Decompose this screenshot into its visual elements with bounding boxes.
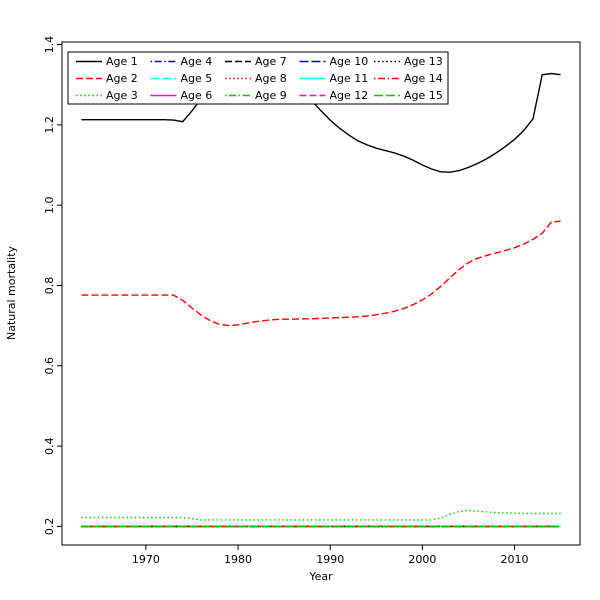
- legend: Age 1 Age 2 Age 3 Age 4 Age 5 Age 6 Age 7 Age 8…: [67, 51, 449, 105]
- x-tick-label: 1970: [132, 553, 160, 566]
- plot-border: [61, 41, 581, 546]
- series-line-age-3: [81, 509, 561, 521]
- y-tick-label: 0.4: [43, 437, 56, 455]
- series-line-age-1: [81, 59, 561, 173]
- y-tick-label: 1.2: [43, 116, 56, 133]
- legend-label-age-9: Age 9: [255, 89, 287, 102]
- y-tick-label: 0.8: [43, 277, 56, 295]
- y-tick-label: 1.4: [43, 36, 56, 54]
- legend-label-age-5: Age 5: [181, 72, 213, 85]
- legend-label-age-15: Age 15: [404, 89, 443, 102]
- legend-label-age-6: Age 6: [181, 89, 213, 102]
- y-axis-title: Natural mortality: [5, 245, 18, 340]
- series-layer: [81, 59, 561, 528]
- x-axis-title: Year: [308, 570, 333, 583]
- x-tick-label: 2000: [408, 553, 436, 566]
- y-tick-label: 0.6: [43, 357, 56, 375]
- y-tick-label: 1.0: [43, 196, 56, 214]
- legend-label-age-12: Age 12: [330, 89, 369, 102]
- legend-label-age-8: Age 8: [255, 72, 287, 85]
- y-tick-label: 0.2: [43, 518, 56, 536]
- legend-label-age-14: Age 14: [404, 72, 443, 85]
- x-tick-label: 1990: [316, 553, 344, 566]
- series-line-age-2: [81, 220, 561, 327]
- legend-label-age-11: Age 11: [330, 72, 369, 85]
- x-tick-label: 1980: [224, 553, 252, 566]
- legend-label-age-10: Age 10: [330, 55, 369, 68]
- legend-label-age-1: Age 1: [106, 55, 138, 68]
- axes-layer: 1970 1980 1990 2000 2010 0.2 0.4 0.6 0.8 1.0 1.2 1.…: [43, 36, 581, 566]
- legend-label-age-13: Age 13: [404, 55, 443, 68]
- legend-label-age-7: Age 7: [255, 55, 287, 68]
- legend-label-age-2: Age 2: [106, 72, 138, 85]
- legend-label-age-3: Age 3: [106, 89, 138, 102]
- legend-label-age-4: Age 4: [181, 55, 213, 68]
- x-tick-label: 2010: [501, 553, 529, 566]
